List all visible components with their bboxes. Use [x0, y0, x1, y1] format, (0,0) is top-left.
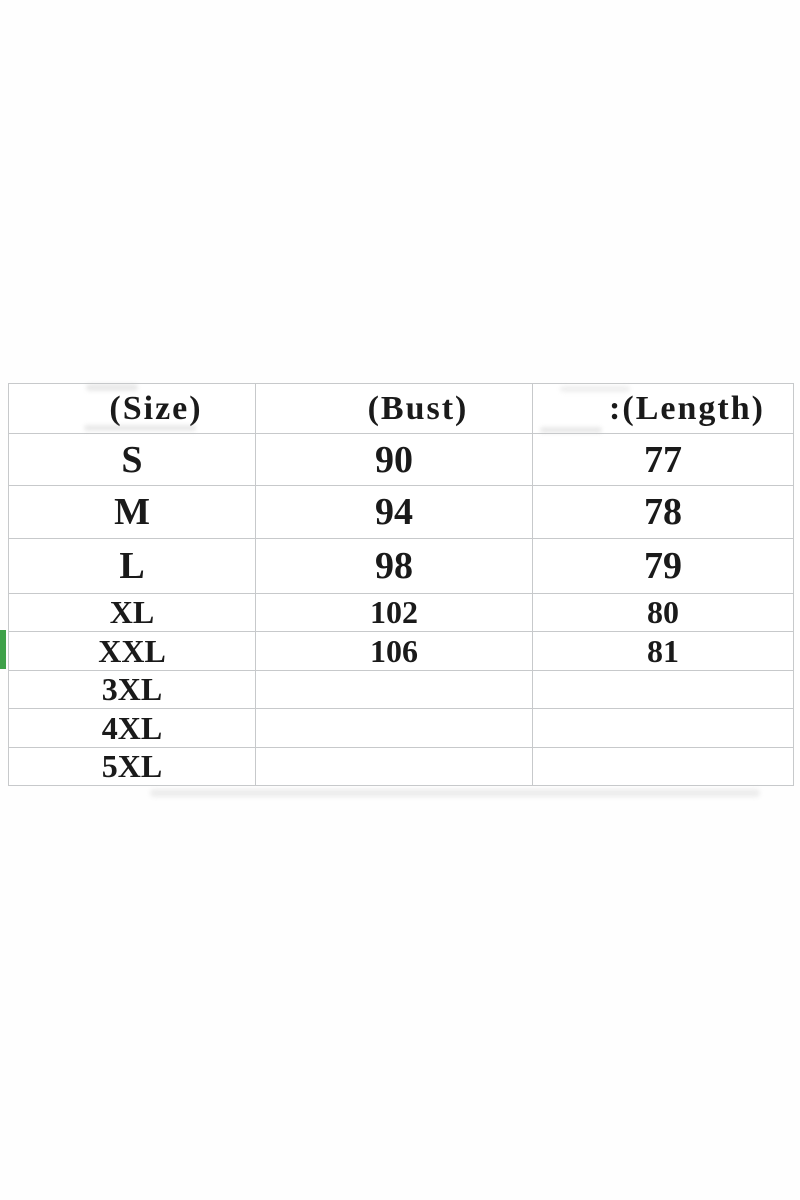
- cell-3xl-length[interactable]: [532, 670, 794, 709]
- cell-xxl-bust[interactable]: 106: [255, 631, 533, 671]
- cell-s-length[interactable]: 77: [532, 433, 794, 486]
- header-row: (Size) (Bust) :(Length): [8, 383, 794, 434]
- table-row-3xl: 3XL: [8, 670, 794, 709]
- cell-s-bust[interactable]: 90: [255, 433, 533, 486]
- cell-xxl-size[interactable]: XXL: [8, 631, 256, 671]
- row-selection-indicator: [0, 630, 6, 669]
- cell-l-length[interactable]: 79: [532, 538, 794, 594]
- cell-s-size[interactable]: S: [8, 433, 256, 486]
- column-header-bust[interactable]: (Bust): [255, 383, 533, 434]
- cell-5xl-length[interactable]: [532, 747, 794, 786]
- cell-3xl-bust[interactable]: [255, 670, 533, 709]
- table-row-m: M 94 78: [8, 485, 794, 539]
- table-body: S 90 77 M 94 78 L 98 79 XL 102 80 XXL 106 81 3XL 4XL 5XL: [8, 433, 794, 786]
- cell-4xl-length[interactable]: [532, 708, 794, 748]
- column-header-label: (Bust): [367, 389, 469, 427]
- column-header-length[interactable]: :(Length): [532, 383, 794, 434]
- cell-5xl-size[interactable]: 5XL: [8, 747, 256, 786]
- table-header: (Size) (Bust) :(Length): [8, 383, 794, 434]
- cell-4xl-bust[interactable]: [255, 708, 533, 748]
- table-row-4xl: 4XL: [8, 708, 794, 748]
- cell-m-length[interactable]: 78: [532, 485, 794, 539]
- table-row-s: S 90 77: [8, 433, 794, 486]
- table-row-xxl: XXL 106 81: [8, 631, 794, 671]
- column-header-label: (Size): [109, 389, 203, 427]
- cell-xl-length[interactable]: 80: [532, 593, 794, 632]
- cell-xl-bust[interactable]: 102: [255, 593, 533, 632]
- size-chart-table: (Size) (Bust):(Length) S 90 77 M 94 78 L 98 79 XL 1…: [8, 383, 794, 786]
- column-header-size[interactable]: (Size): [8, 383, 256, 434]
- cell-xl-size[interactable]: XL: [8, 593, 256, 632]
- cell-l-size[interactable]: L: [8, 538, 256, 594]
- table-row-5xl: 5XL: [8, 747, 794, 786]
- cell-l-bust[interactable]: 98: [255, 538, 533, 594]
- column-header-label: :(Length): [609, 389, 765, 427]
- cell-xxl-length[interactable]: 81: [532, 631, 794, 671]
- table-row-xl: XL 102 80: [8, 593, 794, 632]
- cell-m-size[interactable]: M: [8, 485, 256, 539]
- cell-3xl-size[interactable]: 3XL: [8, 670, 256, 709]
- cell-5xl-bust[interactable]: [255, 747, 533, 786]
- cell-4xl-size[interactable]: 4XL: [8, 708, 256, 748]
- table-row-l: L 98 79: [8, 538, 794, 594]
- jpeg-artifact: [150, 789, 760, 797]
- cell-m-bust[interactable]: 94: [255, 485, 533, 539]
